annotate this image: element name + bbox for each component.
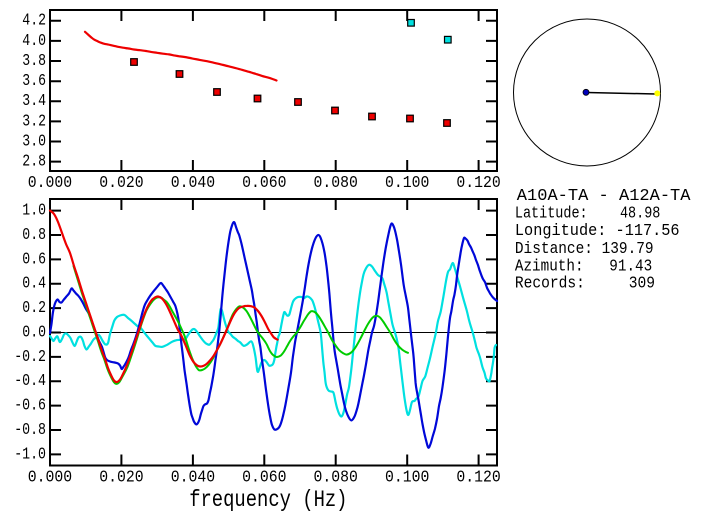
svg-text:3.6: 3.6 [22,72,46,91]
svg-text:-0.6: -0.6 [14,397,46,416]
svg-text:0.020: 0.020 [99,174,143,193]
svg-text:0.060: 0.060 [242,174,286,193]
svg-text:3.8: 3.8 [22,52,46,71]
svg-text:0.2: 0.2 [22,299,46,318]
svg-text:0.100: 0.100 [385,469,429,488]
svg-text:A10A-TA - A12A-TA: A10A-TA - A12A-TA [517,186,691,205]
svg-text:4.0: 4.0 [22,32,46,51]
svg-text:0.040: 0.040 [171,469,215,488]
svg-text:0.040: 0.040 [171,174,215,193]
svg-text:0.120: 0.120 [456,174,500,193]
svg-text:4.2: 4.2 [22,12,46,31]
svg-text:frequency (Hz): frequency (Hz) [189,487,347,513]
svg-text:0.120: 0.120 [456,469,500,488]
svg-text:0.080: 0.080 [314,174,358,193]
svg-text:3.4: 3.4 [22,92,46,111]
svg-text:-0.2: -0.2 [14,348,46,367]
svg-text:-0.8: -0.8 [14,421,46,440]
svg-text:Azimuth: 91.43: Azimuth: 91.43 [515,257,652,276]
svg-text:0.020: 0.020 [99,469,143,488]
svg-text:Longitude: -117.56: Longitude: -117.56 [515,221,680,240]
svg-text:0.0: 0.0 [22,323,46,342]
svg-text:2.8: 2.8 [22,153,46,172]
svg-text:3.2: 3.2 [22,112,46,131]
svg-text:0.100: 0.100 [385,174,429,193]
svg-text:0.4: 0.4 [22,275,46,294]
svg-text:0.000: 0.000 [28,174,72,193]
svg-text:-1.0: -1.0 [14,445,46,464]
svg-text:3.0: 3.0 [22,132,46,151]
svg-text:Distance: 139.79: Distance: 139.79 [515,239,654,258]
svg-text:0.6: 0.6 [22,250,46,269]
svg-text:-0.4: -0.4 [14,372,46,391]
svg-text:Records: 309: Records: 309 [515,274,655,293]
svg-text:0.8: 0.8 [22,226,46,245]
svg-text:0.080: 0.080 [314,469,358,488]
svg-text:0.060: 0.060 [242,469,286,488]
svg-text:1.0: 1.0 [22,202,46,221]
svg-text:0.000: 0.000 [28,469,72,488]
svg-text:Latitude: 48.98: Latitude: 48.98 [515,203,661,222]
